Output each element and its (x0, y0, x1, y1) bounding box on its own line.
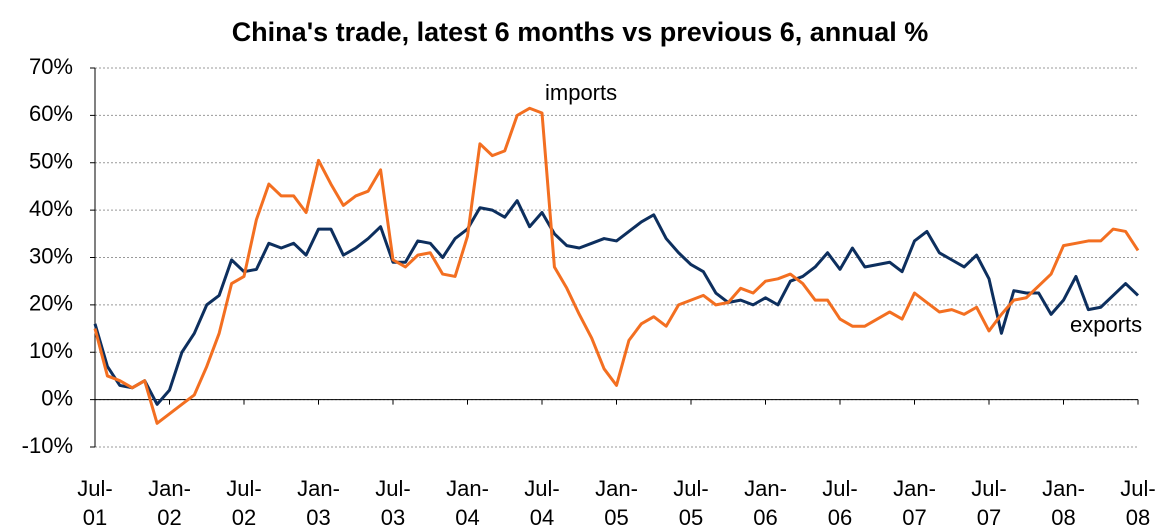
y-tick-label: 70% (29, 54, 73, 79)
y-tick-label: 20% (29, 291, 73, 316)
x-tick-label: Jan- 04 (446, 476, 489, 529)
y-tick-label: 40% (29, 196, 73, 221)
x-tick-label: Jan- 06 (744, 476, 787, 529)
line-0 (93, 199, 1140, 406)
y-tick-label: 50% (29, 149, 73, 174)
x-tick-label: Jul- 02 (226, 476, 262, 529)
line-1 (93, 106, 1140, 425)
series-label: imports (545, 80, 617, 105)
x-tick-label: Jul- 04 (524, 476, 560, 529)
series-label: exports (1070, 312, 1142, 337)
y-tick-label: -10% (22, 433, 73, 458)
x-tick-label: Jul- 05 (673, 476, 709, 529)
x-tick-label: Jul- 01 (77, 476, 113, 529)
x-tick-label: Jan- 07 (893, 476, 936, 529)
x-tick-label: Jul- 03 (375, 476, 411, 529)
x-tick-label: Jul- 07 (971, 476, 1007, 529)
y-tick-label: 0% (41, 385, 73, 410)
x-tick-label: Jul- 06 (822, 476, 858, 529)
x-tick-label: Jan- 02 (148, 476, 191, 529)
x-tick-label: Jan- 05 (595, 476, 638, 529)
y-tick-label: 60% (29, 101, 73, 126)
x-tick-label: Jul- 08 (1120, 476, 1156, 529)
y-tick-label: 30% (29, 243, 73, 268)
x-tick-label: Jan- 03 (297, 476, 340, 529)
x-tick-label: Jan- 08 (1042, 476, 1085, 529)
chart-title: China's trade, latest 6 months vs previo… (232, 17, 929, 47)
y-tick-label: 10% (29, 338, 73, 363)
